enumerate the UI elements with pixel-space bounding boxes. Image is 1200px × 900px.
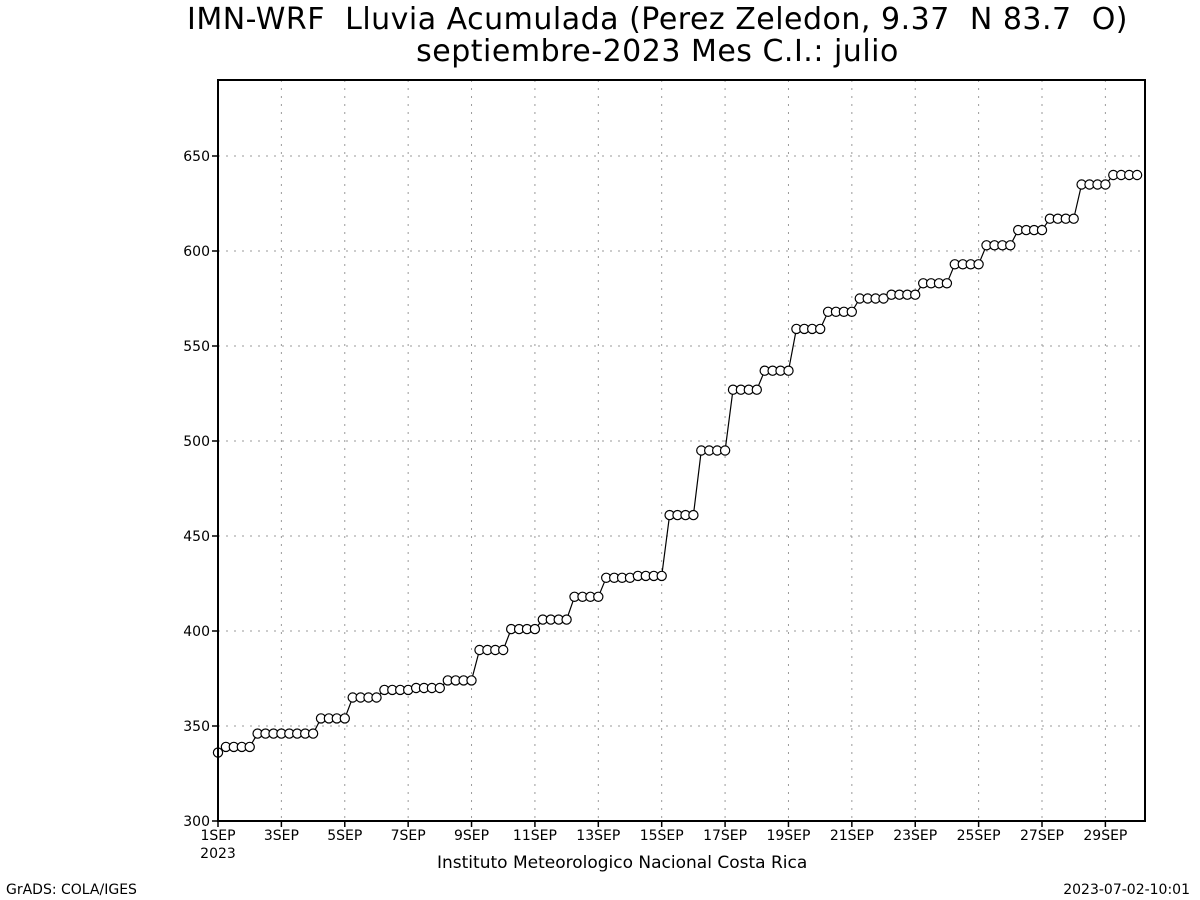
x-tick-label: 23SEP <box>893 828 937 844</box>
grid <box>218 80 1145 821</box>
data-point <box>371 692 382 703</box>
data-point <box>466 675 477 686</box>
data-point <box>656 570 667 582</box>
data-point <box>973 259 984 270</box>
plot-frame <box>217 79 1146 822</box>
x-tick-label: 21SEP <box>830 828 874 844</box>
x-tick-label: 17SEP <box>703 828 747 844</box>
data-point <box>846 306 858 317</box>
x-tick-label: 27SEP <box>1020 828 1064 844</box>
data-point <box>1131 169 1143 181</box>
x-tick-label: 5SEP <box>327 828 362 844</box>
data-point <box>593 591 604 603</box>
x-tick-label: 3SEP <box>264 828 299 844</box>
y-tick-label: 400 <box>183 624 210 640</box>
x-tick-label: 15SEP <box>640 828 684 844</box>
data-point <box>339 713 350 724</box>
y-axis-ticks: 300 350 400 450 500 550 600 650 <box>183 149 218 830</box>
data-point <box>719 445 731 456</box>
y-tick-label: 300 <box>183 814 210 830</box>
chart-subtitle: septiembre-2023 Mes C.I.: julio <box>416 34 899 69</box>
series-line <box>217 174 1138 754</box>
y-tick-label: 550 <box>183 339 210 355</box>
data-point <box>1036 224 1048 236</box>
x-tick-label: 19SEP <box>766 828 810 844</box>
data-point <box>910 289 921 300</box>
data-point <box>688 509 699 521</box>
data-point <box>1100 179 1111 190</box>
data-point <box>561 614 572 625</box>
x-tick-label: 11SEP <box>513 828 557 844</box>
chart-title: IMN-WRF Lluvia Acumulada (Perez Zeledon,… <box>186 2 1129 37</box>
data-point <box>783 365 794 376</box>
data-point <box>244 741 255 753</box>
institution-credit: Instituto Meteorologico Nacional Costa R… <box>437 853 808 873</box>
software-credit: GrADS: COLA/IGES <box>6 882 137 898</box>
data-point <box>1068 213 1079 224</box>
series-accumulated-rainfall <box>212 169 1143 758</box>
data-point <box>529 623 541 635</box>
x-tick-label: 29SEP <box>1083 828 1127 844</box>
generated-timestamp: 2023-07-02-10:01 <box>1063 882 1190 898</box>
x-tick-label: 1SEP <box>200 828 235 844</box>
x-tick-year-label: 2023 <box>200 846 236 862</box>
x-tick-label: 13SEP <box>576 828 620 844</box>
x-tick-label: 25SEP <box>957 828 1001 844</box>
data-point <box>815 323 826 335</box>
y-tick-label: 600 <box>183 244 210 260</box>
y-tick-label: 500 <box>183 434 210 450</box>
x-axis-ticks: 1SEP 2023 3SEP 5SEP 7SEP 9SEP 11SEP 13SEP 15SEP 1… <box>200 821 1127 862</box>
data-point <box>941 278 953 289</box>
y-tick-label: 650 <box>183 149 210 165</box>
y-tick-label: 450 <box>183 529 210 545</box>
x-tick-label: 7SEP <box>391 828 426 844</box>
data-point <box>751 384 763 395</box>
data-point <box>498 644 509 656</box>
data-point <box>1005 240 1016 251</box>
data-point <box>307 728 319 739</box>
data-point <box>434 682 445 694</box>
x-tick-label: 9SEP <box>454 828 489 844</box>
y-tick-label: 350 <box>183 719 210 735</box>
